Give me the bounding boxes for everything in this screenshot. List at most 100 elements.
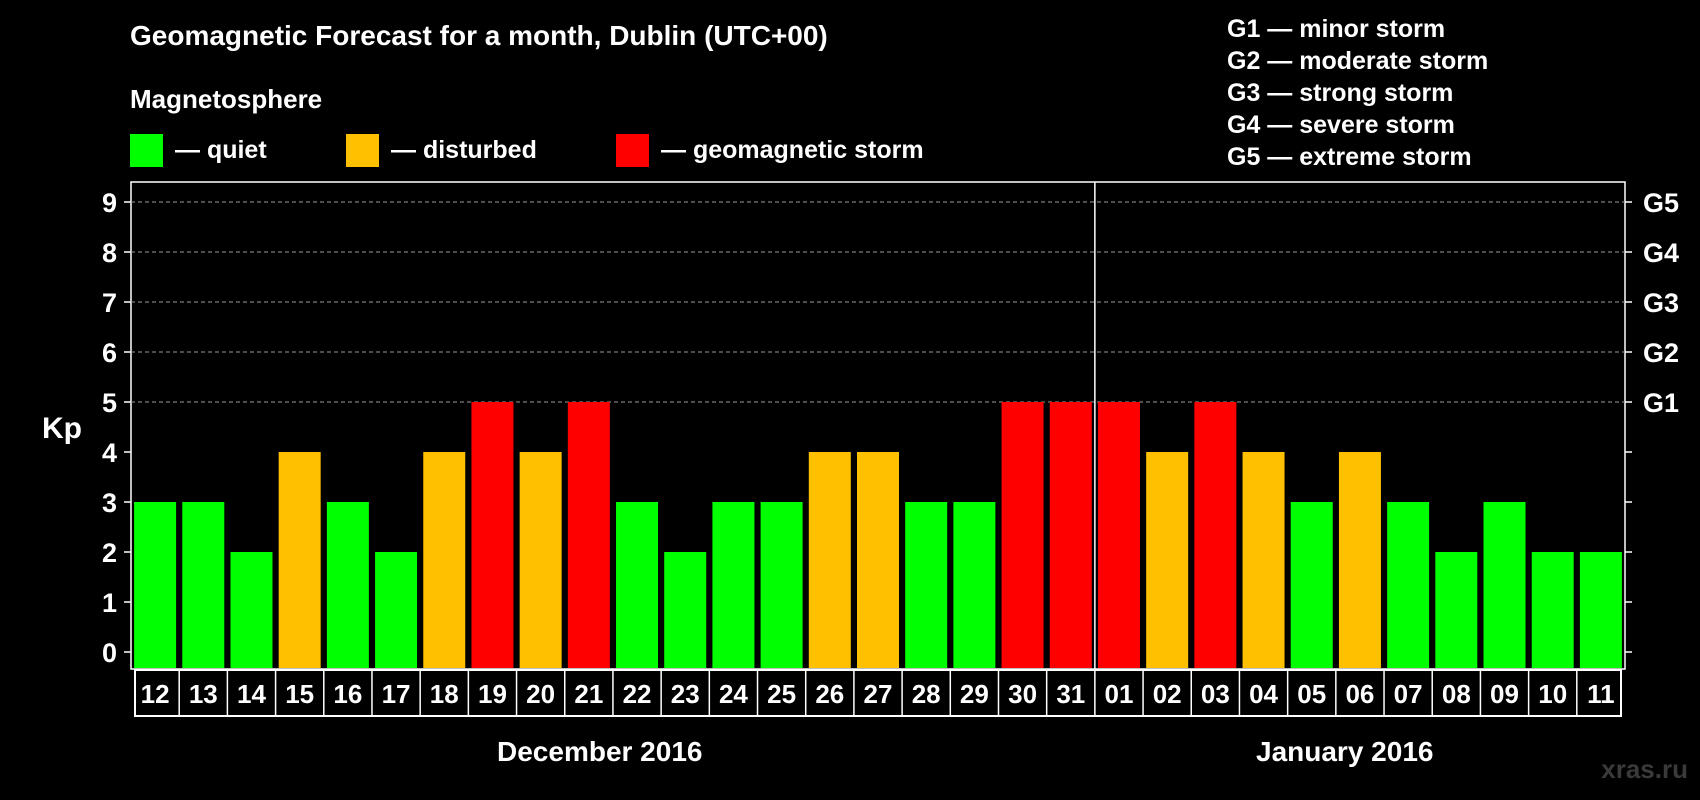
right-axis-label-g2: G2 xyxy=(1643,338,1679,368)
bar-day-31 xyxy=(1049,402,1092,668)
y-tick-label: 7 xyxy=(102,288,117,318)
x-tick-label: 28 xyxy=(912,679,941,709)
g-scale-item-g3: G3 — strong storm xyxy=(1227,79,1454,107)
bar-day-05 xyxy=(1290,502,1333,668)
bar-day-11 xyxy=(1579,552,1622,668)
legend-swatch-disturbed xyxy=(346,133,379,167)
bar-day-12 xyxy=(134,502,177,668)
bar-day-09 xyxy=(1483,502,1526,668)
g-scale-item-g2: G2 — moderate storm xyxy=(1227,47,1489,75)
bar-day-27 xyxy=(857,452,899,668)
bar-day-30 xyxy=(1001,402,1044,668)
date-axis-box xyxy=(134,669,1622,717)
bar-day-23 xyxy=(664,552,707,668)
bar-day-08 xyxy=(1435,552,1478,668)
bar-day-25 xyxy=(760,502,803,668)
y-tick-label: 3 xyxy=(102,488,117,518)
y-axis-label: Kp xyxy=(42,412,82,445)
legend-label-quiet: — quiet xyxy=(175,135,267,164)
legend-label-disturbed: — disturbed xyxy=(391,135,537,164)
g-scale-item-g4: G4 — severe storm xyxy=(1227,111,1455,139)
legend-swatch-storm xyxy=(616,133,649,167)
bar-day-17 xyxy=(375,552,418,668)
x-tick-label: 24 xyxy=(719,679,748,709)
bar-day-13 xyxy=(182,502,225,668)
right-axis-label-g3: G3 xyxy=(1643,288,1679,318)
legend-label-storm: — geomagnetic storm xyxy=(661,135,924,164)
y-tick-label: 2 xyxy=(102,538,117,568)
bar-day-21 xyxy=(567,402,610,668)
x-tick-label: 14 xyxy=(237,679,266,709)
y-tick-label: 5 xyxy=(102,388,117,418)
x-tick-label: 13 xyxy=(189,679,218,709)
month-label-january: January 2016 xyxy=(1256,736,1434,767)
bar-day-24 xyxy=(712,502,755,668)
bar-day-14 xyxy=(230,552,273,668)
bar-day-03 xyxy=(1194,402,1237,668)
x-tick-label: 09 xyxy=(1490,679,1519,709)
bar-day-02 xyxy=(1146,452,1189,668)
right-axis-label-g4: G4 xyxy=(1643,238,1679,268)
y-tick-label: 4 xyxy=(102,438,117,468)
x-tick-label: 05 xyxy=(1297,679,1326,709)
month-label-december: December 2016 xyxy=(497,736,703,767)
x-tick-label: 08 xyxy=(1442,679,1471,709)
x-tick-label: 25 xyxy=(767,679,796,709)
x-tick-label: 17 xyxy=(382,679,411,709)
bar-day-15 xyxy=(278,452,321,668)
g-scale-list: G1 — minor storm G2 — moderate storm G3 … xyxy=(1227,13,1488,173)
x-tick-label: 11 xyxy=(1587,679,1615,709)
bar-day-06 xyxy=(1338,452,1381,668)
bar-day-10 xyxy=(1531,552,1574,668)
x-tick-label: 23 xyxy=(671,679,700,709)
y-tick-label: 0 xyxy=(102,638,117,668)
bar-day-22 xyxy=(616,502,659,668)
x-tick-label: 27 xyxy=(864,679,893,709)
bar-day-19 xyxy=(471,402,514,668)
g-scale-item-g1: G1 — minor storm xyxy=(1227,15,1446,43)
x-tick-label: 20 xyxy=(526,679,555,709)
bar-day-28 xyxy=(905,502,948,668)
x-tick-label: 19 xyxy=(478,679,507,709)
x-tick-label: 03 xyxy=(1201,679,1230,709)
y-tick-label: 9 xyxy=(102,188,117,218)
x-tick-label: 04 xyxy=(1249,679,1278,709)
legend-swatch-quiet xyxy=(130,133,163,167)
x-tick-label: 22 xyxy=(623,679,652,709)
x-tick-label: 31 xyxy=(1056,679,1085,709)
x-tick-label: 06 xyxy=(1345,679,1374,709)
bar-day-26 xyxy=(808,452,851,668)
y-tick-label: 1 xyxy=(102,588,117,618)
chart-title: Geomagnetic Forecast for a month, Dublin… xyxy=(130,20,828,51)
x-tick-label: 16 xyxy=(333,679,362,709)
bar-day-01 xyxy=(1097,402,1140,668)
legend-quiet: — quiet xyxy=(130,133,267,167)
bar-day-18 xyxy=(423,452,466,668)
bar-day-07 xyxy=(1387,502,1430,668)
right-axis-label-g1: G1 xyxy=(1643,388,1679,418)
x-tick-label: 29 xyxy=(960,679,989,709)
x-tick-label: 01 xyxy=(1105,679,1134,709)
x-tick-label: 15 xyxy=(285,679,314,709)
bar-day-04 xyxy=(1242,452,1285,668)
right-axis-label-g5: G5 xyxy=(1643,188,1679,218)
x-tick-label: 02 xyxy=(1153,679,1182,709)
x-tick-label: 12 xyxy=(141,679,170,709)
x-tick-label: 26 xyxy=(815,679,844,709)
y-tick-label: 8 xyxy=(102,238,117,268)
bar-day-20 xyxy=(519,452,562,668)
x-tick-label: 10 xyxy=(1538,679,1567,709)
legend-heading: Magnetosphere xyxy=(130,84,323,114)
x-tick-label: 07 xyxy=(1394,679,1423,709)
x-tick-label: 21 xyxy=(574,679,603,709)
x-tick-label: 18 xyxy=(430,679,459,709)
legend-storm: — geomagnetic storm xyxy=(616,133,924,167)
bar-day-16 xyxy=(326,502,369,668)
bar-day-29 xyxy=(953,502,996,668)
legend-disturbed: — disturbed xyxy=(346,133,537,167)
g-scale-item-g5: G5 — extreme storm xyxy=(1227,143,1472,171)
watermark: xras.ru xyxy=(1601,754,1688,784)
y-tick-label: 6 xyxy=(102,338,117,368)
x-tick-label: 30 xyxy=(1008,679,1037,709)
